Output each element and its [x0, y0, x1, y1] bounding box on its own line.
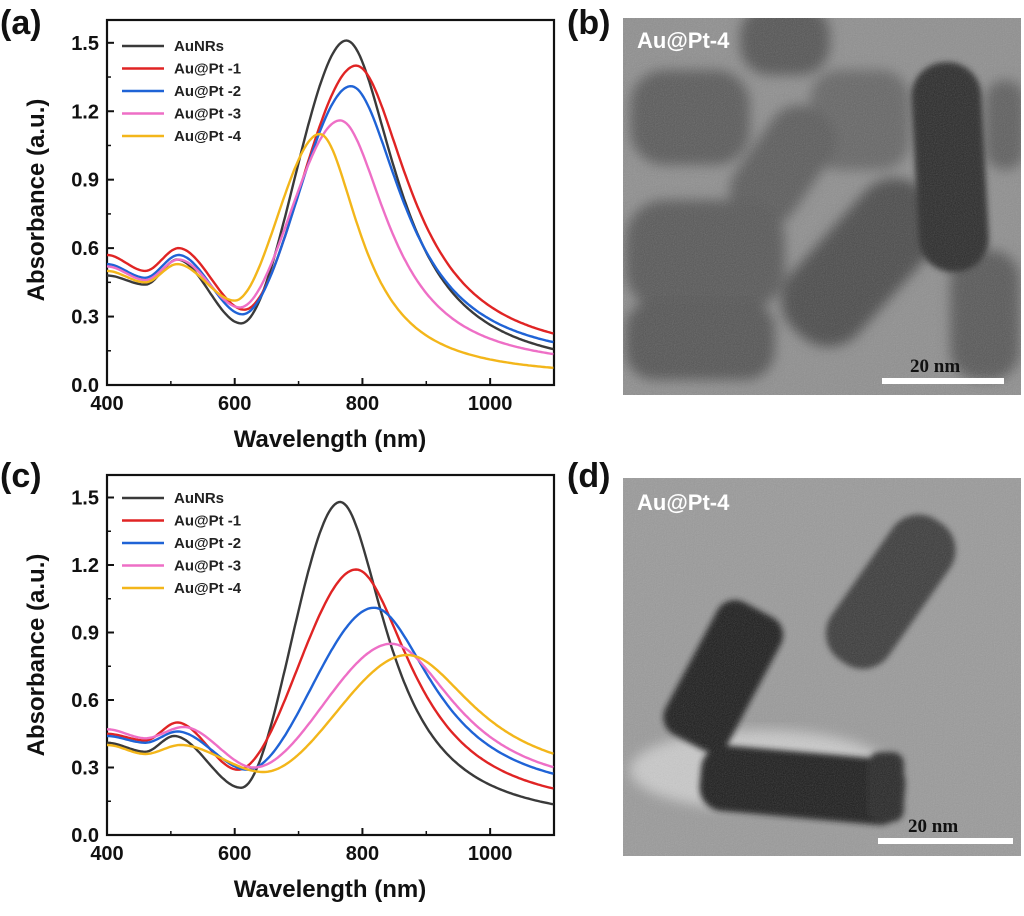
- scale-bar-label-b: 20 nm: [910, 356, 960, 377]
- y-tick-label: 0.0: [71, 825, 99, 847]
- y-axis-label: Absorbance (a.u.): [23, 99, 50, 302]
- y-tick-label: 0.6: [71, 238, 99, 260]
- legend: AuNRs Au@Pt -1 Au@Pt -2 Au@Pt -3 Au@Pt -4: [122, 38, 242, 145]
- legend-entry: Au@Pt -4: [174, 580, 242, 597]
- series-line: [107, 500, 554, 806]
- y-tick-label: 0.0: [71, 375, 99, 397]
- y-tick-label: 1.5: [71, 33, 99, 55]
- x-tick-label: 800: [346, 393, 379, 415]
- series-line: [107, 132, 554, 369]
- series-line: [107, 606, 554, 775]
- legend-entry: Au@Pt -1: [174, 513, 241, 530]
- panel-label-d: (d): [567, 457, 610, 495]
- y-tick-label: 0.9: [71, 170, 99, 192]
- y-tick-label: 0.6: [71, 690, 99, 712]
- y-tick-label: 0.9: [71, 623, 99, 645]
- y-tick-label: 0.3: [71, 307, 99, 329]
- tem-image-d: Au@Pt-4 20 nm: [623, 478, 1021, 856]
- x-axis-label: Wavelength (nm): [234, 426, 426, 453]
- legend-entry: Au@Pt -3: [174, 558, 241, 575]
- legend-entry: Au@Pt -2: [174, 535, 241, 552]
- series-group: [107, 39, 554, 369]
- panel-label-a: (a): [0, 4, 42, 42]
- series-line: [107, 653, 554, 774]
- series-line: [107, 568, 554, 790]
- chart-c: 400 600 800 1000 0.0 0.3 0.6 0.9 1.2 1.5 Wavelengt…: [23, 473, 556, 903]
- series-line: [107, 119, 554, 356]
- chart-a: 400 600 800 1000 0.0 0.3 0.6 0.9 1.2 1.5 Wavelengt…: [23, 18, 556, 453]
- y-tick-label: 1.2: [71, 101, 99, 123]
- x-tick-label: 600: [218, 843, 251, 865]
- panel-a: (a) 400 600 800 1000 0.0 0.3 0.6 0.9 1.2 1.5 Wavel…: [0, 4, 556, 453]
- series-line: [107, 64, 554, 335]
- y-axis-label: Absorbance (a.u.): [23, 554, 50, 757]
- tem-label-d: Au@Pt-4: [637, 490, 730, 515]
- y-tick-label: 1.5: [71, 488, 99, 510]
- series-line: [107, 85, 554, 344]
- x-axis-label: Wavelength (nm): [234, 876, 426, 903]
- x-tick-label: 800: [346, 843, 379, 865]
- scale-bar-d: [878, 838, 1013, 844]
- legend-entry: AuNRs: [174, 38, 224, 55]
- tem-label-b: Au@Pt-4: [637, 28, 730, 53]
- panel-label-b: (b): [567, 4, 610, 42]
- x-tick-label: 1000: [468, 843, 513, 865]
- x-tick-label: 600: [218, 393, 251, 415]
- panel-b: (b) Au@Pt-4 20 nm: [567, 4, 1021, 395]
- plot-frame: [105, 473, 556, 837]
- x-tick-label: 400: [90, 843, 123, 865]
- legend-entry: AuNRs: [174, 490, 224, 507]
- legend-entry: Au@Pt -4: [174, 128, 242, 145]
- series-line: [107, 642, 554, 769]
- legend: AuNRs Au@Pt -1 Au@Pt -2 Au@Pt -3 Au@Pt -4: [122, 490, 242, 597]
- x-tick-label: 400: [90, 393, 123, 415]
- x-tick-label: 1000: [468, 393, 513, 415]
- series-group: [107, 500, 554, 806]
- plot-frame: [105, 18, 556, 387]
- scale-bar-label-d: 20 nm: [908, 816, 958, 837]
- y-tick-label: 0.3: [71, 758, 99, 780]
- panel-label-c: (c): [0, 457, 42, 495]
- scale-bar-b: [882, 378, 1004, 384]
- y-tick-label: 1.2: [71, 555, 99, 577]
- legend-entry: Au@Pt -2: [174, 83, 241, 100]
- panel-c: (c) 400 600 800 1000 0.0 0.3 0.6 0.9 1.2 1.5 Wavel…: [0, 457, 556, 903]
- legend-entry: Au@Pt -1: [174, 61, 241, 78]
- tem-image-b: Au@Pt-4 20 nm: [623, 18, 1021, 395]
- panel-d: (d) Au@Pt-4 20 nm: [567, 457, 1021, 856]
- legend-entry: Au@Pt -3: [174, 106, 241, 123]
